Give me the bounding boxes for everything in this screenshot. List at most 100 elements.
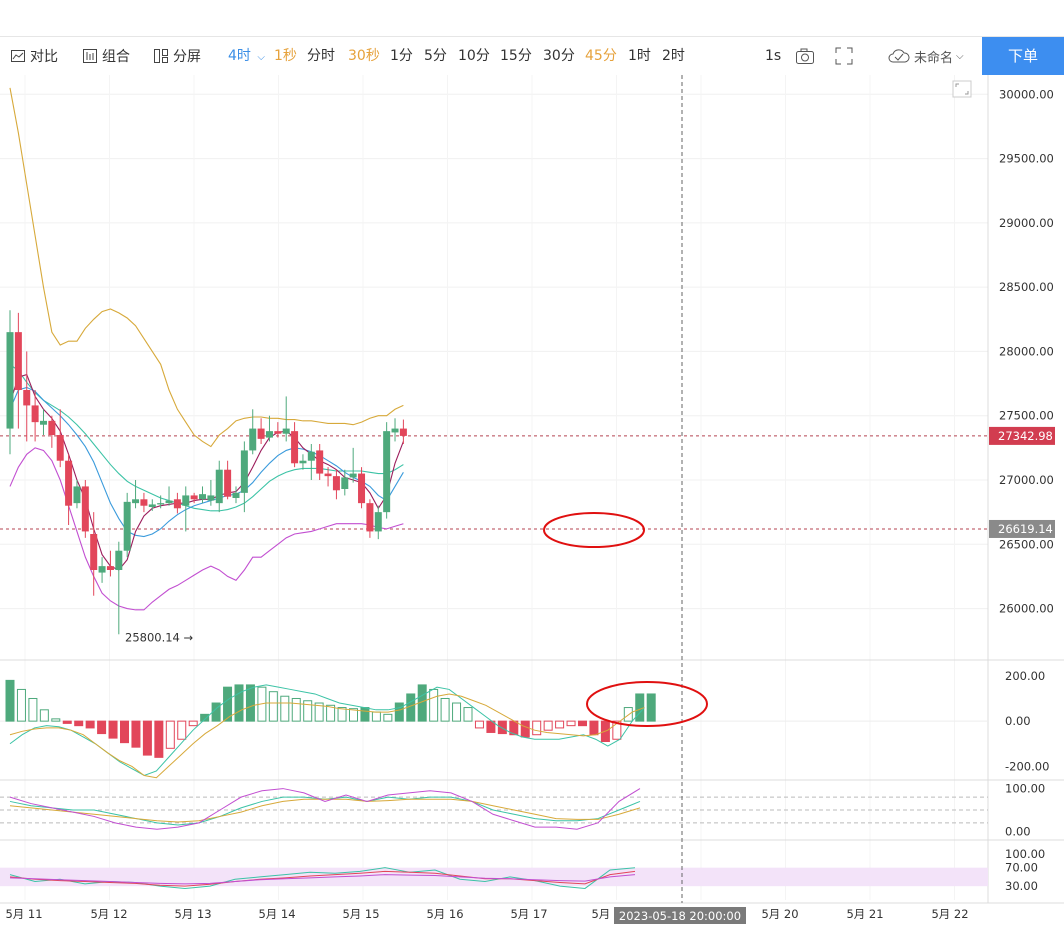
candle[interactable] xyxy=(282,428,290,434)
candle[interactable] xyxy=(31,405,39,423)
combine-button[interactable]: 组合 xyxy=(82,37,130,75)
expand-icon xyxy=(952,80,972,98)
candle[interactable] xyxy=(165,500,173,504)
candle[interactable] xyxy=(190,495,198,500)
interval-option[interactable]: 1时 xyxy=(628,48,651,64)
interval-option[interactable]: 45分 xyxy=(585,48,617,64)
interval-dropdown[interactable]: 4时 ⌵ xyxy=(228,37,265,75)
macd-bar xyxy=(211,702,221,722)
x-tick-label: 5月 20 xyxy=(761,907,798,921)
candle[interactable] xyxy=(148,504,156,507)
candle[interactable] xyxy=(349,473,357,478)
interval-option[interactable]: 10分 xyxy=(458,48,490,64)
macd-histogram xyxy=(0,679,988,758)
compare-button[interactable]: 对比 xyxy=(10,37,58,75)
x-tick-label: 5月 11 xyxy=(5,907,42,921)
expand-pane-button[interactable] xyxy=(952,80,972,98)
candle[interactable] xyxy=(249,428,257,451)
interval-option[interactable]: 1分 xyxy=(390,48,413,64)
interval-option[interactable]: 15分 xyxy=(500,48,532,64)
candlesticks[interactable] xyxy=(6,310,407,635)
candle[interactable] xyxy=(391,428,399,433)
candle[interactable] xyxy=(6,332,14,429)
candle[interactable] xyxy=(307,451,315,461)
candle[interactable] xyxy=(257,428,265,439)
rsi-band-fill xyxy=(0,867,988,887)
candle[interactable] xyxy=(374,512,382,532)
order-button[interactable]: 下单 xyxy=(982,37,1064,75)
candle[interactable] xyxy=(48,420,56,435)
candle[interactable] xyxy=(73,486,81,504)
candle[interactable] xyxy=(291,431,299,464)
candle[interactable] xyxy=(232,492,240,498)
macd-bar xyxy=(314,702,324,722)
macd-bar xyxy=(177,720,187,740)
candle[interactable] xyxy=(199,494,207,500)
split-screen-button[interactable]: 分屏 xyxy=(153,37,201,75)
candle[interactable] xyxy=(324,473,332,477)
combine-icon xyxy=(83,49,97,63)
kdj-j-line xyxy=(9,788,641,830)
refresh-rate[interactable]: 1s xyxy=(765,48,782,64)
candle[interactable] xyxy=(39,420,47,425)
kline-chart[interactable]: 25800.14 → 30000.00 29500.00 29000.00 28500… xyxy=(0,75,1064,930)
y-tick-label: 26000.00 xyxy=(999,602,1054,616)
candle[interactable] xyxy=(81,486,89,532)
candle[interactable] xyxy=(332,476,340,491)
candle[interactable] xyxy=(14,332,22,390)
candle[interactable] xyxy=(316,450,324,474)
macd-bar xyxy=(337,707,347,722)
rsi-band xyxy=(0,867,988,887)
candle[interactable] xyxy=(90,534,98,570)
candle[interactable] xyxy=(56,435,64,461)
interval-option[interactable]: 30秒 xyxy=(348,48,380,64)
x-tick-label: 5月 21 xyxy=(846,907,883,921)
candle[interactable] xyxy=(173,499,181,509)
candle[interactable] xyxy=(366,503,374,532)
y-tick-label: 27500.00 xyxy=(999,409,1054,423)
macd-bar xyxy=(223,686,233,722)
macd-bar xyxy=(326,704,336,722)
candle[interactable] xyxy=(140,499,148,506)
candle[interactable] xyxy=(383,431,391,513)
macd-bar xyxy=(142,720,152,756)
macd-bar xyxy=(39,709,49,722)
compare-label: 对比 xyxy=(30,49,58,65)
macd-bar xyxy=(463,707,473,722)
x-tick-label: 5月 16 xyxy=(426,907,463,921)
candle[interactable] xyxy=(399,428,407,436)
candle[interactable] xyxy=(115,550,123,570)
macd-bar xyxy=(74,720,84,727)
fullscreen-button[interactable] xyxy=(835,37,857,75)
candle[interactable] xyxy=(157,503,165,505)
interval-option[interactable]: 分时 xyxy=(307,48,335,64)
candle[interactable] xyxy=(207,495,215,501)
screenshot-button[interactable] xyxy=(795,37,819,75)
candle[interactable] xyxy=(240,450,248,493)
interval-option[interactable]: 5分 xyxy=(424,48,447,64)
interval-option[interactable]: 2时 xyxy=(662,48,685,64)
candle[interactable] xyxy=(123,501,131,551)
candle[interactable] xyxy=(274,431,282,434)
candle[interactable] xyxy=(98,566,106,573)
candle[interactable] xyxy=(23,390,31,406)
x-tick-label: 5月 13 xyxy=(174,907,211,921)
macd-bar xyxy=(16,688,26,722)
candle[interactable] xyxy=(215,469,223,504)
candle[interactable] xyxy=(299,460,307,464)
interval-option[interactable]: 30分 xyxy=(543,48,575,64)
expand-icon-corner xyxy=(965,91,969,95)
candle[interactable] xyxy=(358,473,366,504)
crosshair-time-tag xyxy=(614,907,746,924)
candle[interactable] xyxy=(182,495,190,506)
candle[interactable] xyxy=(65,460,73,506)
y-tick-label: 28000.00 xyxy=(999,344,1054,358)
interval-option[interactable]: 1秒 xyxy=(274,48,297,64)
candle[interactable] xyxy=(106,566,114,570)
candle[interactable] xyxy=(265,431,273,438)
candle[interactable] xyxy=(341,477,349,489)
candle[interactable] xyxy=(132,499,140,504)
candle[interactable] xyxy=(224,469,232,497)
save-layout-button[interactable]: 未命名 ⌵ xyxy=(888,37,964,75)
y-tick-label: 29000.00 xyxy=(999,216,1054,230)
